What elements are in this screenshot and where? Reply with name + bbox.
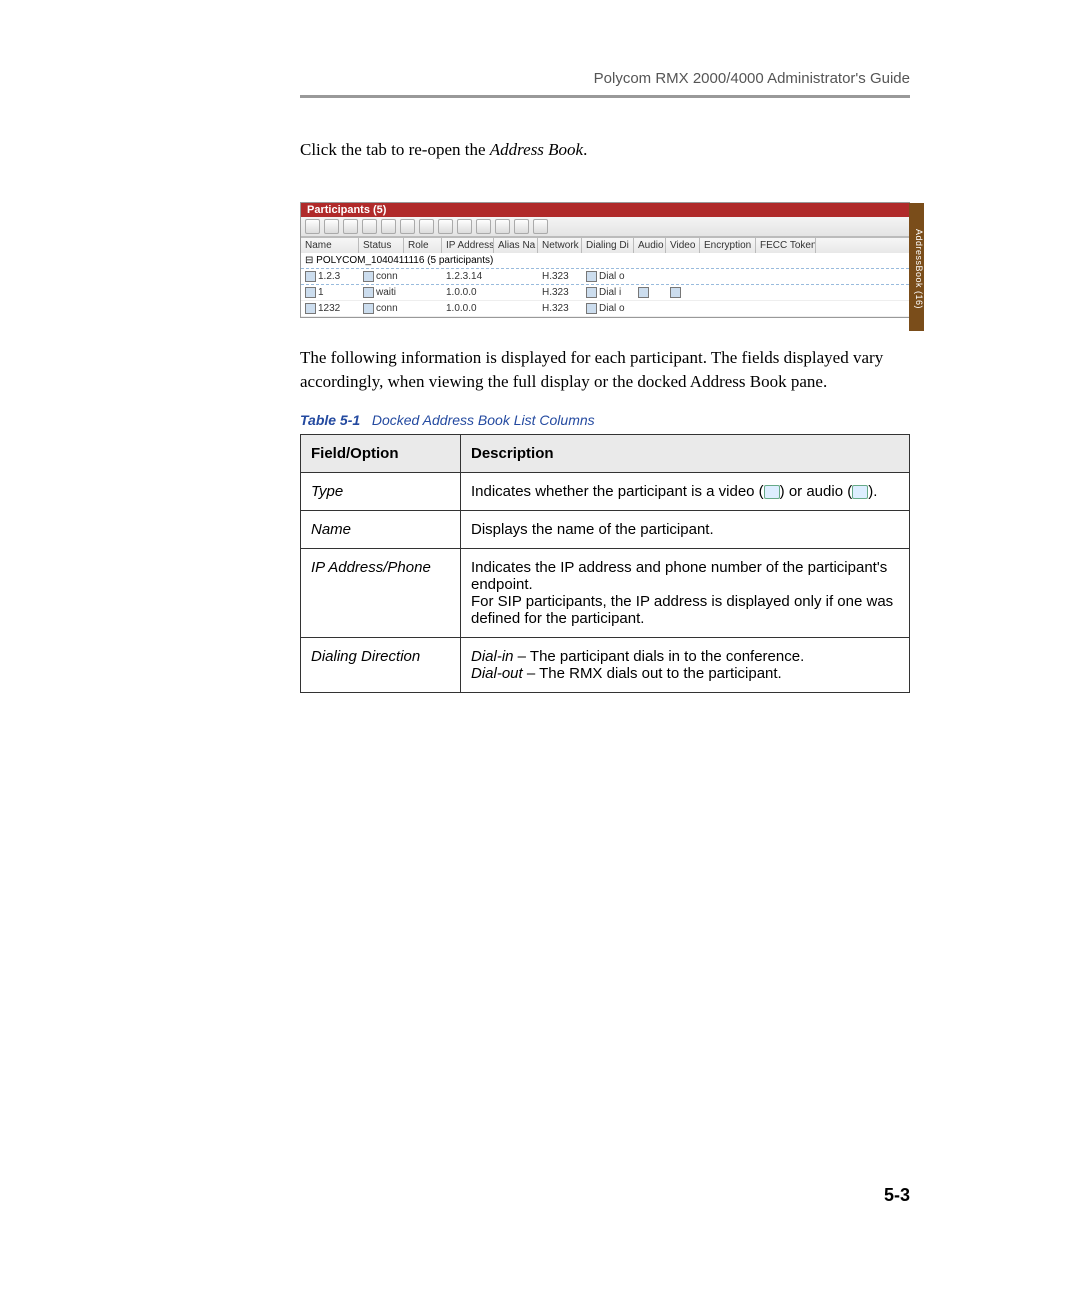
- header-guide-title: Polycom RMX 2000/4000 Administrator's Gu…: [300, 70, 910, 87]
- dial-icon: [586, 287, 597, 298]
- dial-in-label: Dial-in: [471, 648, 514, 665]
- toolbar-icon[interactable]: [457, 219, 472, 234]
- group-label: POLYCOM_1040411116 (5 participants): [316, 255, 493, 266]
- desc-type-c: ).: [868, 483, 877, 500]
- cell-ip: 1.0.0.0: [442, 302, 494, 315]
- cell-ip: 1.2.3.14: [442, 270, 494, 283]
- col-role[interactable]: Role: [404, 238, 442, 253]
- cell-net: H.323: [538, 302, 582, 315]
- para-after-screenshot: The following information is displayed f…: [300, 346, 910, 394]
- col-video[interactable]: Video: [666, 238, 700, 253]
- cell-name: 1.2.3: [318, 271, 340, 282]
- col-alias[interactable]: Alias Na: [494, 238, 538, 253]
- field-name: Name: [301, 510, 461, 548]
- video-icon: [670, 287, 681, 298]
- th-field: Field/Option: [301, 434, 461, 472]
- cell-net: H.323: [538, 286, 582, 299]
- desc-name: Displays the name of the participant.: [461, 510, 910, 548]
- intro-text-a: Click the tab to re-open the: [300, 140, 490, 159]
- group-row[interactable]: ⊟ POLYCOM_1040411116 (5 participants): [301, 253, 909, 268]
- col-status[interactable]: Status: [359, 238, 404, 253]
- docked-columns-table: Field/Option Description Type Indicates …: [300, 434, 910, 693]
- cell-status: conn: [376, 303, 398, 314]
- toolbar-icon[interactable]: [438, 219, 453, 234]
- toolbar-icon[interactable]: [419, 219, 434, 234]
- participant-icon: [305, 271, 316, 282]
- cell-ip: 1.0.0.0: [442, 286, 494, 299]
- col-network[interactable]: Network: [538, 238, 582, 253]
- desc-type-b: ) or audio (: [780, 483, 853, 500]
- desc-type: Indicates whether the participant is a v…: [461, 472, 910, 510]
- cell-status: conn: [376, 271, 398, 282]
- participants-panel: Participants (5) Name Status Role: [300, 202, 910, 318]
- toolbar-icon[interactable]: [324, 219, 339, 234]
- toolbar-icon[interactable]: [495, 219, 510, 234]
- toolbar-icon[interactable]: [305, 219, 320, 234]
- toolbar-icon[interactable]: [381, 219, 396, 234]
- toolbar-icon[interactable]: [476, 219, 491, 234]
- table-caption-text: Docked Address Book List Columns: [372, 412, 595, 428]
- toolbar-icon[interactable]: [362, 219, 377, 234]
- header-rule: [300, 95, 910, 98]
- toolbar-icon[interactable]: [514, 219, 529, 234]
- table-row[interactable]: 1232 conn 1.0.0.0 H.323 Dial o: [301, 301, 909, 317]
- intro-text-c: .: [583, 140, 587, 159]
- cell-net: H.323: [538, 270, 582, 283]
- participant-icon: [305, 303, 316, 314]
- status-icon: [363, 303, 374, 314]
- table-caption-label: Table 5-1: [300, 412, 360, 428]
- cell-dial: Dial o: [599, 271, 625, 282]
- cell-dial: Dial i: [599, 287, 621, 298]
- col-dialing[interactable]: Dialing Di: [582, 238, 634, 253]
- dial-in-text: – The participant dials in to the confer…: [514, 648, 805, 665]
- address-book-side-tab[interactable]: AddressBook (16): [909, 203, 924, 331]
- col-audio[interactable]: Audio: [634, 238, 666, 253]
- cell-name: 1232: [318, 303, 340, 314]
- toolbar-icon[interactable]: [533, 219, 548, 234]
- page-number: 5-3: [884, 1185, 910, 1206]
- th-desc: Description: [461, 434, 910, 472]
- status-icon: [363, 271, 374, 282]
- dial-out-label: Dial-out: [471, 665, 523, 682]
- table-caption: Table 5-1 Docked Address Book List Colum…: [300, 412, 910, 428]
- intro-text-b: Address Book: [490, 140, 583, 159]
- desc-dialing: Dial-in – The participant dials in to th…: [461, 637, 910, 692]
- video-participant-icon: [764, 485, 780, 499]
- dial-out-text: – The RMX dials out to the participant.: [523, 665, 782, 682]
- panel-title: Participants (5): [301, 203, 909, 217]
- desc-ip: Indicates the IP address and phone numbe…: [461, 548, 910, 637]
- desc-type-a: Indicates whether the participant is a v…: [471, 483, 764, 500]
- dial-icon: [586, 303, 597, 314]
- panel-toolbar: [301, 217, 909, 237]
- table-row[interactable]: 1.2.3 conn 1.2.3.14 H.323 Dial o: [301, 268, 909, 285]
- status-icon: [363, 287, 374, 298]
- toolbar-icon[interactable]: [400, 219, 415, 234]
- table-row[interactable]: 1 waiti 1.0.0.0 H.323 Dial i: [301, 285, 909, 301]
- intro-line: Click the tab to re-open the Address Boo…: [300, 138, 910, 162]
- cell-status: waiti: [376, 287, 396, 298]
- col-name[interactable]: Name: [301, 238, 359, 253]
- toolbar-icon[interactable]: [343, 219, 358, 234]
- col-ip[interactable]: IP Address: [442, 238, 494, 253]
- field-ip: IP Address/Phone: [301, 548, 461, 637]
- callout-wrap: Click tab to open Address Book Participa…: [300, 202, 910, 318]
- audio-icon: [638, 287, 649, 298]
- col-fecc[interactable]: FECC Token: [756, 238, 816, 253]
- cell-name: 1: [318, 287, 324, 298]
- col-encryption[interactable]: Encryption: [700, 238, 756, 253]
- dial-icon: [586, 271, 597, 282]
- field-dialing: Dialing Direction: [301, 637, 461, 692]
- field-type: Type: [301, 472, 461, 510]
- grid-header: Name Status Role IP Address Alias Na Net…: [301, 237, 909, 253]
- audio-participant-icon: [852, 485, 868, 499]
- participant-icon: [305, 287, 316, 298]
- cell-dial: Dial o: [599, 303, 625, 314]
